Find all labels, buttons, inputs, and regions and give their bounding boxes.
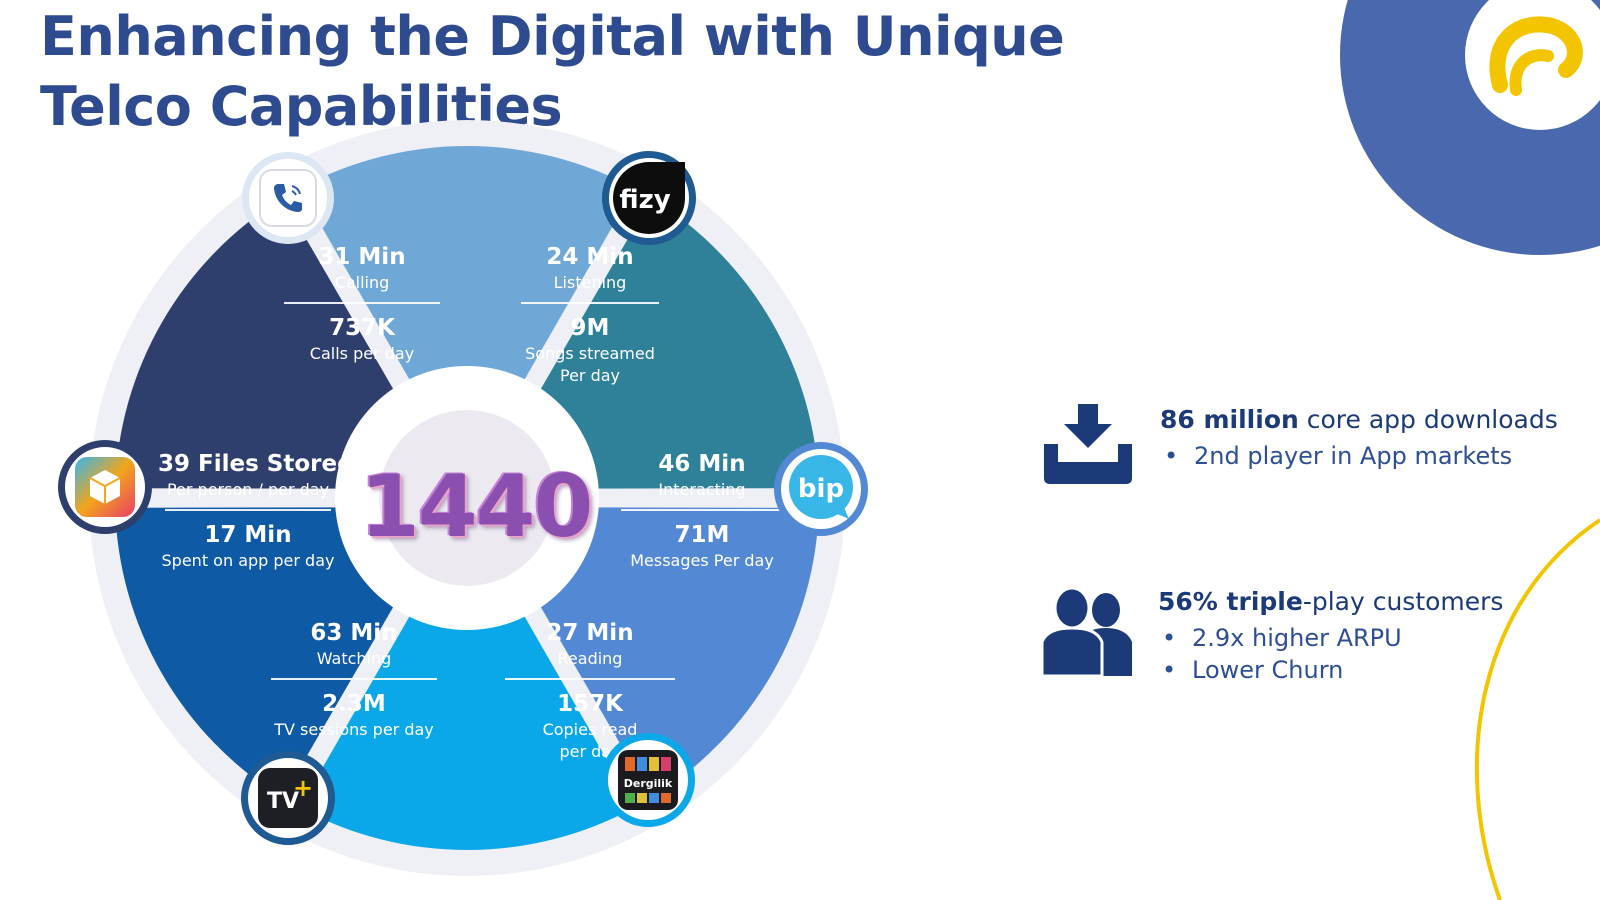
wheel-segment-watching — [115, 507, 400, 798]
reading-divider — [505, 678, 675, 680]
segment-calling: 31 Min Calling 737K Calls per day — [284, 242, 440, 365]
triple-play-bullet-2: Lower Churn — [1158, 654, 1503, 686]
wheel-segment-reading — [299, 606, 635, 850]
calling-label: Calling — [334, 273, 390, 292]
watching-minutes: 63 Min — [310, 620, 398, 646]
segment-watching: 63 Min Watching 2.3M TV sessions per day — [268, 618, 440, 741]
watching-divider — [271, 678, 437, 680]
downloads-stat-text: 86 million core app downloads 2nd player… — [1160, 404, 1558, 472]
watching-stat: 2.3M — [322, 691, 386, 717]
bip-app-badge[interactable]: bip — [774, 442, 868, 536]
files-label: Per person / per day — [166, 480, 330, 499]
tv-plus-app-badge[interactable]: TV + — [241, 751, 335, 845]
downloads-bullet-1: 2nd player in App markets — [1160, 440, 1558, 472]
dergilik-icon: Dergilik — [618, 750, 678, 810]
listening-stat-label: Songs streamed Per day — [525, 344, 655, 385]
listening-divider — [521, 302, 659, 304]
fizy-icon: fizy — [613, 162, 685, 234]
interacting-minutes: 46 Min — [658, 451, 746, 477]
fizy-logo-text: fizy — [619, 185, 670, 215]
calling-stat: 737K — [329, 315, 395, 341]
watching-stat-label: TV sessions per day — [274, 720, 434, 739]
tv-plus-sign: + — [293, 774, 313, 802]
triple-play-stat: 56% triple-play customers 2.9x higher AR… — [1040, 586, 1503, 686]
lifebox-icon — [75, 457, 135, 517]
files-stored: 39 Files Stored — [158, 451, 354, 477]
files-divider — [165, 509, 331, 511]
center-inner-disc — [379, 410, 555, 586]
yellow-arc — [1474, 518, 1600, 900]
wheel-segment-calling — [299, 146, 635, 390]
downloads-headline: 86 million core app downloads — [1160, 404, 1558, 436]
bip-icon: bip — [789, 455, 853, 519]
interacting-stat: 71M — [674, 522, 730, 548]
calling-minutes: 31 Min — [318, 244, 406, 270]
files-stat: 17 Min — [204, 522, 292, 548]
triple-play-stat-text: 56% triple-play customers 2.9x higher AR… — [1158, 586, 1503, 686]
center-number-1440: 1440 — [360, 457, 593, 557]
downloads-bullets: 2nd player in App markets — [1160, 440, 1558, 472]
phone-icon — [259, 169, 317, 227]
reading-stat-label: Copies read per day — [542, 720, 638, 761]
calling-stat-label: Calls per day — [309, 344, 415, 363]
reading-stat: 157K — [557, 691, 623, 717]
wheel-segment-interacting — [534, 507, 819, 798]
reading-label: Reading — [557, 649, 623, 668]
interacting-stat-label: Messages Per day — [630, 551, 774, 570]
dergilik-app-badge[interactable]: Dergilik — [601, 733, 695, 827]
triple-play-headline-bold: 56% triple — [1158, 587, 1303, 616]
segment-interacting: 46 Min Interacting 71M Messages Per day — [620, 449, 784, 572]
listening-stat: 9M — [570, 315, 610, 341]
watching-label: Watching — [316, 649, 392, 668]
downloads-stat: 86 million core app downloads 2nd player… — [1040, 404, 1558, 486]
segment-listening: 24 Min Listening 9M Songs streamed Per d… — [515, 242, 665, 387]
triple-play-headline-rest: -play customers — [1302, 587, 1504, 616]
turkcell-logo-icon — [1489, 16, 1583, 96]
segment-files: 39 Files Stored Per person / per day 17 … — [158, 449, 354, 572]
downloads-headline-bold: 86 million — [1160, 405, 1299, 434]
triple-play-headline: 56% triple-play customers — [1158, 586, 1503, 618]
fizy-app-badge[interactable]: fizy — [602, 151, 696, 245]
calling-divider — [284, 302, 440, 304]
listening-label: Listening — [553, 273, 627, 292]
files-stat-label: Spent on app per day — [161, 551, 335, 570]
calling-app-badge[interactable] — [242, 152, 334, 244]
bip-logo-text: bip — [798, 474, 844, 504]
interacting-label: Interacting — [658, 480, 746, 499]
listening-minutes: 24 Min — [546, 244, 634, 270]
wheel-segment-files — [115, 198, 400, 489]
tv-plus-icon: TV + — [258, 768, 318, 828]
wheel-segment-listening — [534, 198, 819, 489]
slide-title: Enhancing the Digital with Unique Telco … — [40, 5, 1065, 138]
triple-play-bullet-1: 2.9x higher ARPU — [1158, 622, 1503, 654]
interacting-divider — [621, 509, 783, 511]
download-icon — [1044, 404, 1132, 484]
wheel-segments — [115, 146, 819, 850]
downloads-headline-rest: core app downloads — [1298, 405, 1558, 434]
reading-minutes: 27 Min — [546, 620, 634, 646]
segment-reading: 27 Min Reading 157K Copies read per day — [505, 618, 675, 763]
users-icon — [1040, 586, 1132, 678]
lifebox-app-badge[interactable] — [58, 440, 152, 534]
dergilik-logo-text: Dergilik — [624, 777, 673, 790]
tv-logo-text: TV — [267, 789, 299, 814]
triple-play-bullets: 2.9x higher ARPU Lower Churn — [1158, 622, 1503, 686]
